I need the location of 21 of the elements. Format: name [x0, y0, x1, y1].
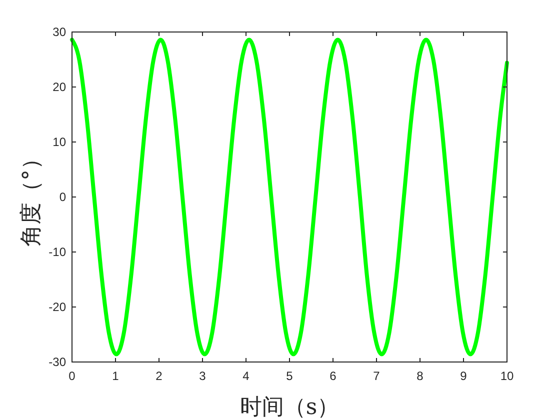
- y-tick-label: 10: [52, 135, 66, 149]
- x-axis-title: 时间（s）: [240, 395, 340, 420]
- x-tick-label: 6: [330, 369, 337, 383]
- x-tick-label: 9: [460, 369, 468, 383]
- x-tick-label: 10: [500, 369, 514, 383]
- x-tick-label: 7: [373, 369, 380, 383]
- line-series: [70, 38, 509, 356]
- x-tick-label: 8: [416, 369, 424, 383]
- x-tick-label: 5: [286, 369, 294, 383]
- x-tick-label: 2: [156, 369, 163, 383]
- y-tick-label: 0: [59, 190, 66, 204]
- y-tick-label: -10: [48, 245, 66, 259]
- x-tick-label: 4: [242, 369, 250, 383]
- y-tick-label: 30: [52, 25, 66, 39]
- x-tick-label: 0: [68, 369, 76, 383]
- y-axis-title: 角度（°）: [19, 148, 44, 246]
- y-tick-label: 20: [52, 80, 66, 94]
- x-tick-label: 1: [112, 369, 120, 383]
- y-tick-label: -20: [48, 300, 66, 314]
- y-tick-label: -30: [48, 355, 66, 369]
- x-tick-label: 3: [199, 369, 206, 383]
